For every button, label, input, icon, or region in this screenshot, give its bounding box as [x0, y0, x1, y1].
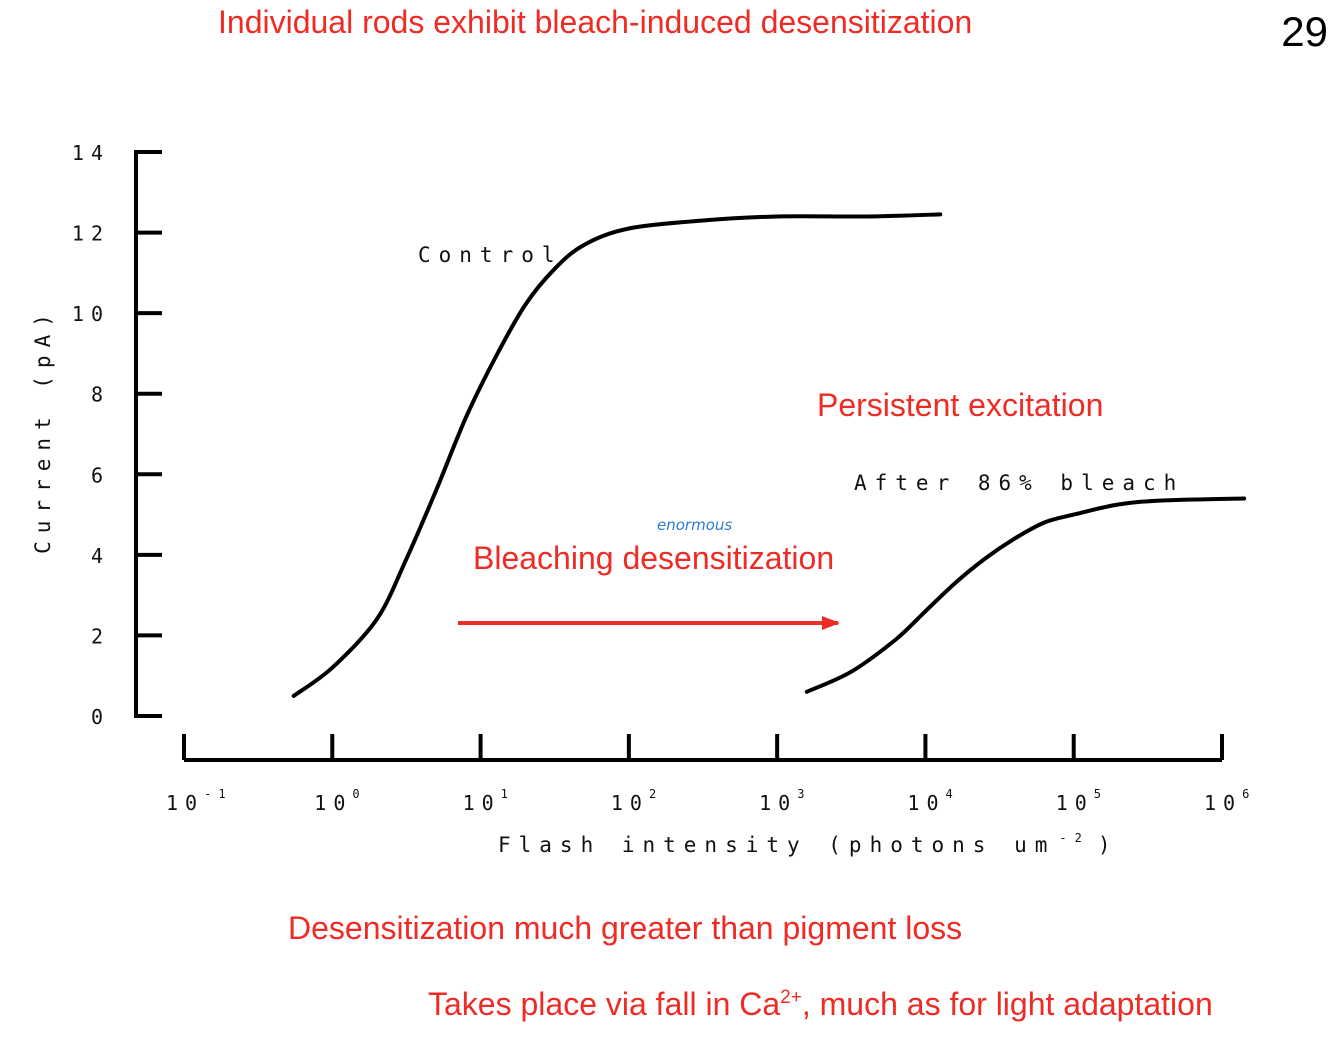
series-line-control [291, 212, 943, 698]
x-tick-label: 105 [1056, 787, 1108, 815]
calcium-charge: 2+ [780, 987, 802, 1008]
x-axis-ticks: 10-1 100 101 102 103 104 105 106 [166, 734, 1256, 815]
y-tick-label: 6 [91, 463, 110, 487]
y-tick-label: 10 [72, 302, 110, 326]
slide-number: 29 [1281, 8, 1328, 55]
handwritten-annotation: enormous [657, 516, 732, 534]
x-tick-label: 100 [314, 787, 366, 815]
bottom-caption-1: Desensitization much greater than pigmen… [288, 910, 963, 946]
persistent-excitation-annotation: Persistent excitation [817, 387, 1103, 423]
y-axis-ticks: 0 2 4 6 8 10 12 14 [72, 141, 162, 729]
x-axis-label: Flash intensity (photons um -2) [498, 831, 1118, 857]
x-tick-label: 103 [759, 787, 811, 815]
slide-title: Individual rods exhibit bleach-induced d… [218, 4, 973, 40]
bleaching-desensitization-annotation: Bleaching desensitization [473, 540, 834, 576]
bottom-caption-2: Takes place via fall in Ca2+, much as fo… [428, 986, 1213, 1023]
y-axis-label: Current (pA) [31, 306, 55, 554]
x-tick-label: 101 [463, 787, 515, 815]
y-tick-label: 4 [91, 544, 110, 568]
y-tick-label: 2 [91, 624, 110, 648]
y-tick-label: 12 [72, 222, 110, 246]
y-tick-label: 8 [91, 383, 110, 407]
series-label-control: Control [418, 243, 563, 267]
x-tick-label: 102 [611, 787, 663, 815]
y-tick-label: 14 [72, 141, 110, 165]
series-label-after-bleach: After 86% bleach [854, 471, 1184, 495]
y-tick-label: 0 [91, 705, 110, 729]
caption-2-start: Takes place via fall in Ca [428, 986, 781, 1022]
series-line-after-bleach [804, 496, 1247, 694]
x-tick-label: 10-1 [166, 787, 233, 815]
caption-2-end: , much as for light adaptation [801, 986, 1213, 1022]
x-tick-label: 106 [1204, 787, 1256, 815]
x-tick-label: 104 [907, 787, 959, 815]
